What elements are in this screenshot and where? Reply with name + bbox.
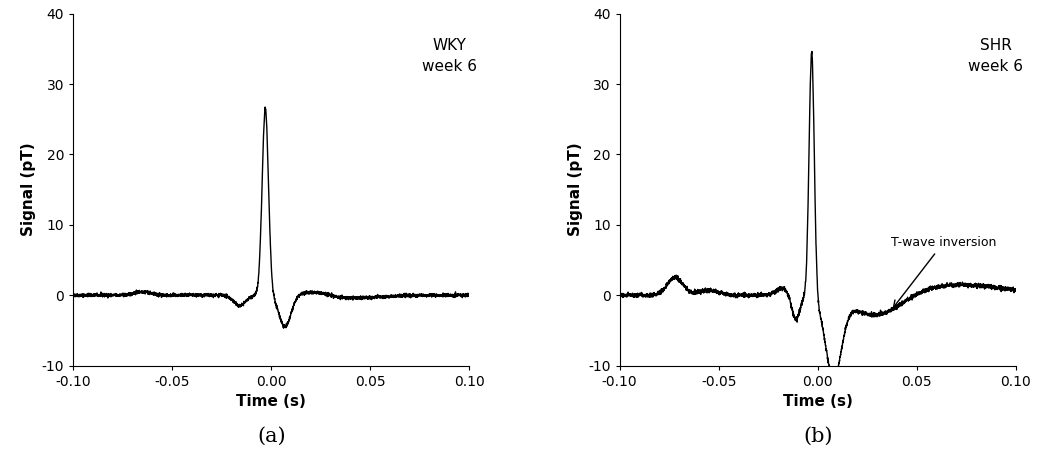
X-axis label: Time (s): Time (s) xyxy=(237,394,306,409)
Text: (b): (b) xyxy=(803,427,832,446)
Text: WKY
week 6: WKY week 6 xyxy=(422,38,477,74)
Text: SHR
week 6: SHR week 6 xyxy=(968,38,1023,74)
Text: T-wave inversion: T-wave inversion xyxy=(891,236,997,307)
Text: (a): (a) xyxy=(257,427,286,446)
Y-axis label: Signal (pT): Signal (pT) xyxy=(21,143,37,236)
Y-axis label: Signal (pT): Signal (pT) xyxy=(567,143,582,236)
X-axis label: Time (s): Time (s) xyxy=(783,394,852,409)
